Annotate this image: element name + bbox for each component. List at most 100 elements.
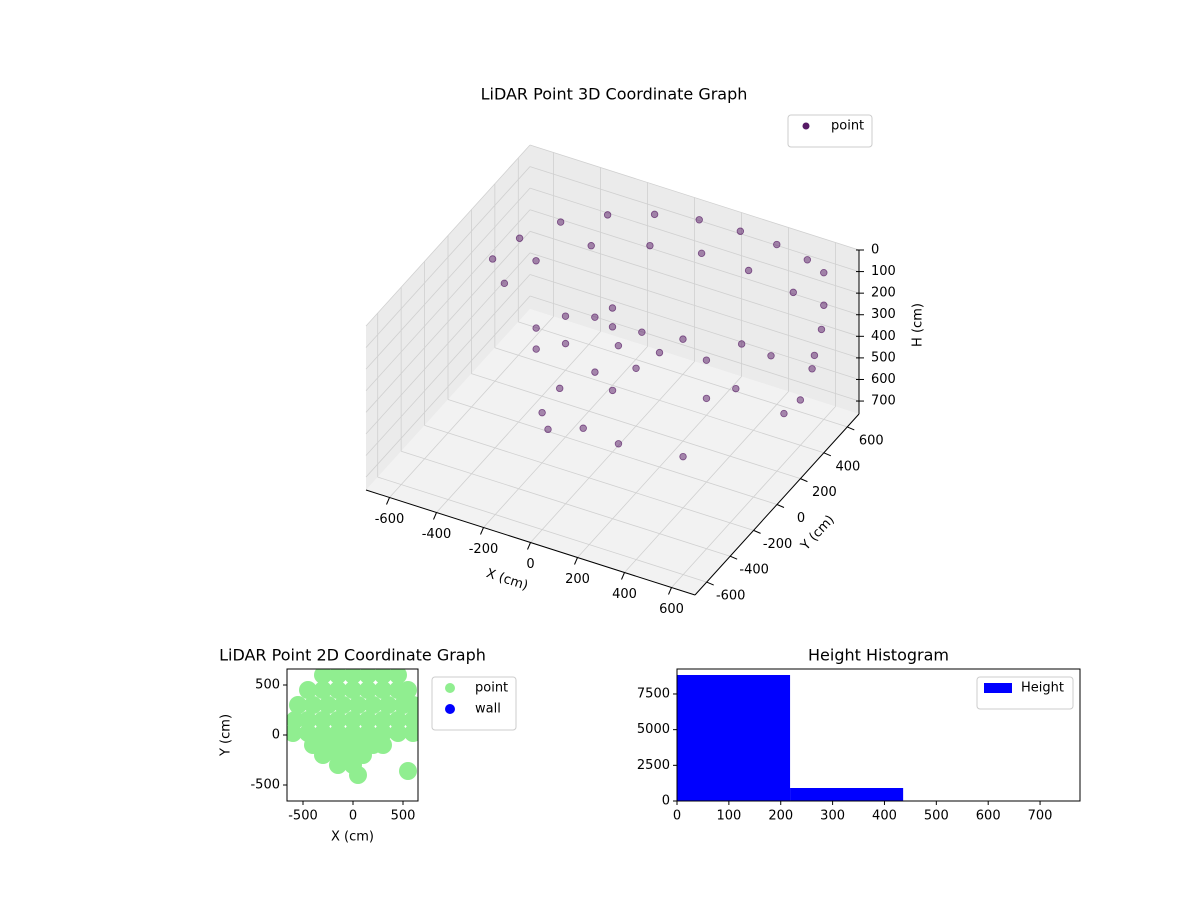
grid-line [529, 274, 860, 380]
point [314, 711, 332, 729]
point [374, 711, 392, 729]
grid-line [529, 252, 860, 359]
grid-line [529, 230, 860, 337]
legend-label: point [475, 681, 508, 696]
chart-title: LiDAR Point 3D Coordinate Graph [481, 85, 748, 104]
point [359, 681, 377, 699]
x-axis-label: X (cm) [331, 830, 374, 845]
plot-area [287, 669, 418, 784]
x-tick [668, 587, 672, 595]
grid-line [365, 166, 531, 348]
z-tick-label: 700 [871, 394, 896, 409]
point [817, 325, 826, 334]
bar [790, 787, 904, 801]
point [744, 266, 753, 275]
grid-line [365, 209, 531, 392]
legend-swatch [984, 683, 1012, 693]
y-tick [847, 426, 855, 431]
x-tick-label: 700 [1028, 809, 1053, 824]
point [404, 696, 418, 714]
x-tick-label: -200 [469, 542, 499, 557]
x-tick-label: 200 [565, 572, 590, 587]
x-tick-label: 500 [391, 809, 416, 824]
point [404, 724, 418, 742]
y-tick-label: 2500 [637, 758, 670, 773]
point [646, 241, 654, 250]
grid-line [529, 295, 860, 402]
point [767, 352, 775, 360]
x-tick [574, 557, 578, 565]
point [803, 256, 812, 264]
x-tick-label: 300 [820, 809, 845, 824]
point [344, 681, 362, 699]
x-tick-label: -500 [288, 809, 318, 824]
y-tick-label: 0 [662, 794, 670, 809]
y-tick [706, 581, 714, 586]
point [334, 696, 352, 714]
x-tick-label: 0 [673, 809, 681, 824]
axes-frame [676, 668, 1081, 802]
point [500, 279, 509, 288]
point [796, 396, 805, 404]
point [349, 766, 367, 784]
point [638, 328, 646, 336]
grid-line [365, 252, 531, 435]
y-tick-label: -200 [763, 537, 793, 552]
y-tick [823, 452, 832, 457]
y-tick-label: 200 [812, 485, 837, 500]
point [789, 288, 797, 297]
plot-area [677, 674, 1017, 801]
y-tick-label: 7500 [637, 686, 670, 701]
legend-label: wall [475, 702, 501, 717]
point [591, 368, 599, 376]
grid-line [529, 187, 860, 294]
point [561, 312, 570, 320]
z-tick-label: 100 [871, 264, 896, 279]
x-tick-label: 500 [924, 809, 949, 824]
chart-title: Height Histogram [808, 646, 949, 665]
point [697, 249, 706, 258]
point [287, 724, 302, 742]
point [808, 365, 816, 373]
point [532, 345, 540, 353]
grid-line [447, 399, 778, 505]
point [329, 681, 347, 699]
point [329, 756, 347, 774]
y-tick [753, 529, 761, 534]
grid-line [365, 295, 531, 478]
point [591, 313, 599, 321]
point [702, 394, 711, 403]
point [374, 736, 392, 754]
x-tick [386, 497, 390, 505]
point [614, 440, 623, 448]
grid-line [365, 274, 531, 456]
y-tick-label: 5000 [637, 722, 670, 737]
y-tick-label: -400 [739, 563, 769, 578]
point [319, 696, 337, 714]
point [515, 234, 524, 242]
point [532, 324, 540, 332]
z-tick-label: 0 [871, 243, 879, 258]
point [780, 409, 788, 418]
point [399, 681, 417, 699]
point [608, 386, 617, 395]
grid-line [365, 187, 531, 370]
point [349, 696, 367, 714]
point [344, 669, 362, 684]
y-tick-label: -500 [250, 778, 280, 793]
point [695, 216, 703, 224]
point [587, 242, 595, 250]
grid-line [494, 347, 824, 454]
point [579, 424, 587, 432]
grid-line [529, 209, 860, 316]
point [532, 257, 540, 265]
point [732, 384, 740, 393]
point [329, 669, 347, 684]
x-tick-label: -400 [422, 527, 452, 542]
point [556, 218, 565, 226]
legend-label: point [831, 119, 864, 134]
grid-line [529, 166, 860, 272]
point [374, 681, 392, 699]
y-tick [800, 478, 808, 483]
point [773, 240, 781, 249]
